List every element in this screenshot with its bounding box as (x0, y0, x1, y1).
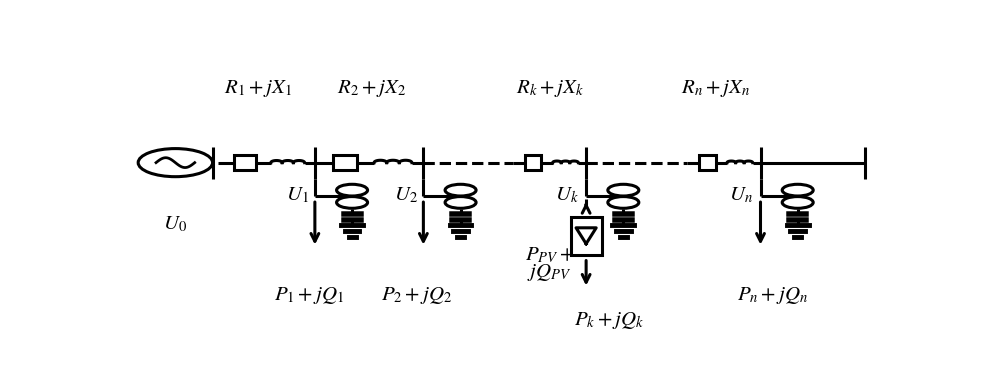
Circle shape (445, 184, 476, 196)
Circle shape (337, 196, 368, 208)
Bar (699, 155, 716, 170)
Text: $U_2$: $U_2$ (394, 185, 418, 206)
Circle shape (608, 196, 639, 208)
Circle shape (608, 184, 639, 196)
Circle shape (337, 184, 368, 196)
Text: $R_2+jX_2$: $R_2+jX_2$ (337, 78, 406, 98)
Text: $P_n+jQ_n$: $P_n+jQ_n$ (737, 285, 808, 306)
Text: $U_n$: $U_n$ (729, 185, 753, 206)
Text: $U_0$: $U_0$ (163, 214, 187, 234)
Bar (234, 155, 256, 170)
Text: $P_k+jQ_k$: $P_k+jQ_k$ (574, 310, 644, 331)
Bar (333, 155, 357, 170)
Text: $U_k$: $U_k$ (555, 185, 579, 206)
Circle shape (138, 149, 213, 177)
Text: $R_1+jX_1$: $R_1+jX_1$ (224, 78, 292, 98)
Text: $R_n+jX_n$: $R_n+jX_n$ (681, 78, 750, 98)
Bar (571, 217, 602, 255)
Text: $U_1$: $U_1$ (286, 185, 308, 206)
Text: $P_{PV}+$: $P_{PV}+$ (525, 245, 575, 265)
Bar (525, 155, 541, 170)
Circle shape (782, 184, 813, 196)
Text: $R_k+jX_k$: $R_k+jX_k$ (516, 78, 584, 98)
Circle shape (782, 196, 813, 208)
Circle shape (445, 196, 476, 208)
Text: $P_1+jQ_1$: $P_1+jQ_1$ (274, 285, 344, 306)
Text: $P_2+jQ_2$: $P_2+jQ_2$ (381, 285, 452, 306)
Text: $jQ_{PV}$: $jQ_{PV}$ (527, 262, 572, 283)
